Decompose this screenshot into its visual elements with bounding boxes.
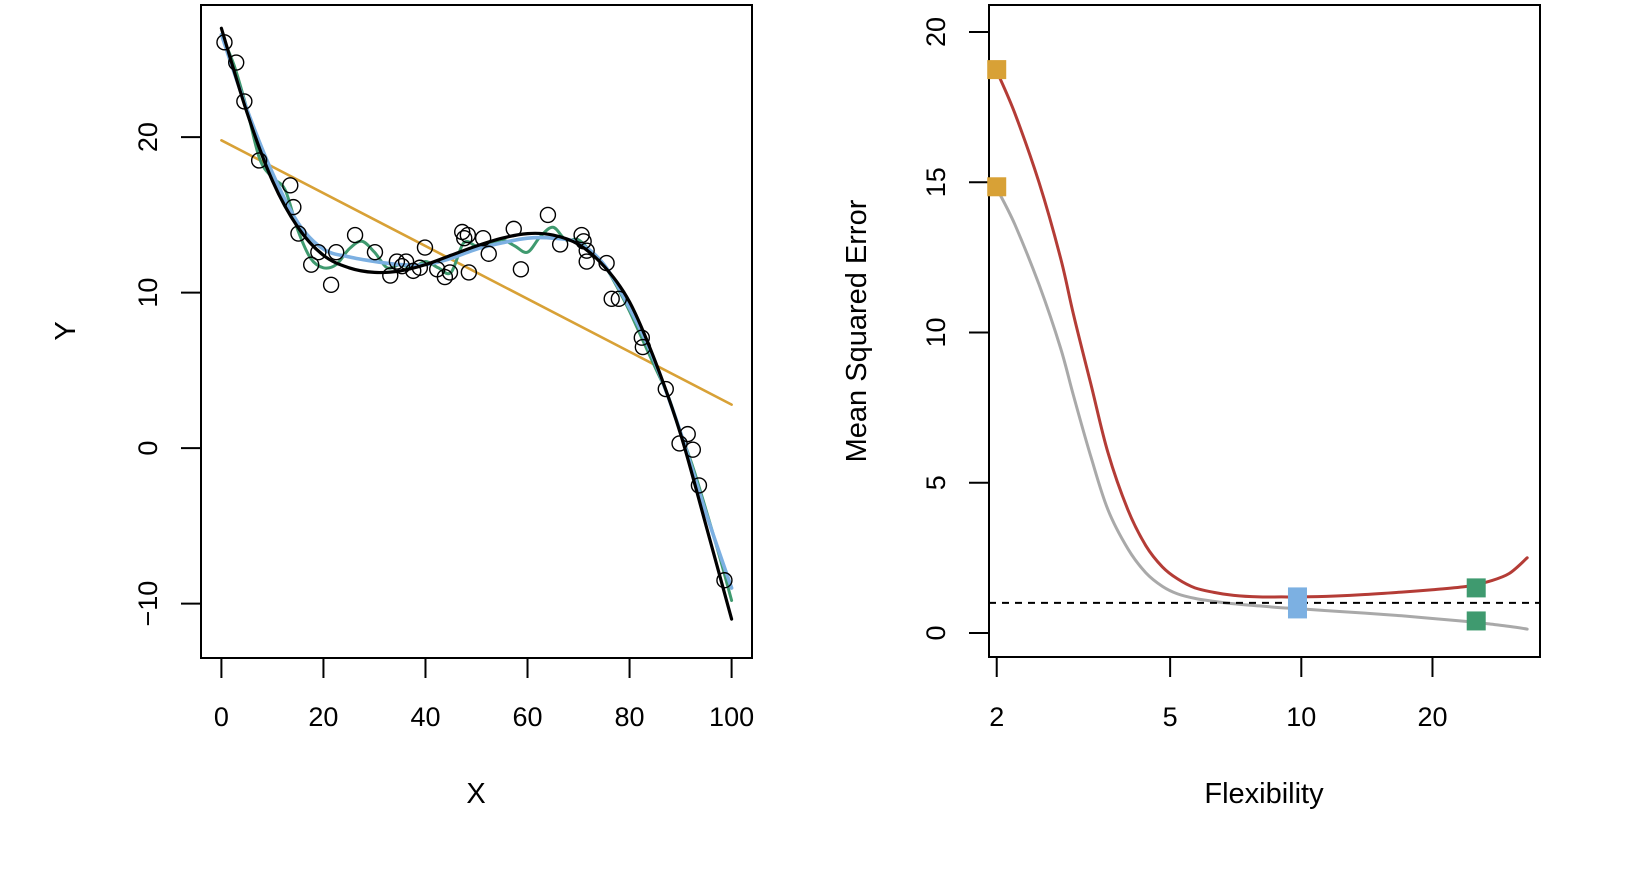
scatter-point xyxy=(327,244,345,261)
x-tick-label: 10 xyxy=(1286,702,1316,732)
scatter-point xyxy=(575,233,592,250)
x-tick-label: 5 xyxy=(1163,702,1178,732)
scatter-point xyxy=(551,236,569,253)
scatter-point xyxy=(416,239,434,256)
scatter-point xyxy=(366,244,384,261)
scatter-point xyxy=(388,253,406,270)
scatter-point xyxy=(346,226,364,244)
scatter-point xyxy=(436,268,454,286)
scatter-point xyxy=(610,290,628,308)
scatter-point xyxy=(228,54,245,71)
right-y-axis-label: Mean Squared Error xyxy=(841,199,873,462)
left-plot-frame xyxy=(200,4,753,659)
scatter-point xyxy=(303,256,320,273)
scatter-point xyxy=(382,267,399,284)
scatter-point xyxy=(679,425,696,443)
scatter-point xyxy=(578,242,595,259)
x-tick-label: 100 xyxy=(709,702,754,732)
scatter-point xyxy=(441,264,459,281)
scatter-point xyxy=(573,226,590,244)
scatter-point xyxy=(411,259,429,276)
y-tick-label: 0 xyxy=(133,441,163,456)
scatter-point xyxy=(310,244,327,261)
scatter-point xyxy=(236,93,253,110)
scatter-point xyxy=(456,230,473,247)
series-training-mse xyxy=(995,186,1529,631)
scatter-point xyxy=(216,34,233,51)
x-tick-label: 20 xyxy=(308,702,338,732)
scatter-point xyxy=(603,290,620,308)
scatter-point xyxy=(505,220,522,238)
right-panel: 2 5 10 20 0 5 10 15 20 Flexibility Mean Squared… xyxy=(841,4,1541,810)
right-markers-group xyxy=(987,60,1486,631)
right-y-axis: 0 5 10 15 20 xyxy=(921,17,989,640)
scatter-point xyxy=(460,264,478,281)
right-x-axis: 2 5 10 20 xyxy=(989,657,1448,732)
scatter-point xyxy=(684,441,702,458)
scatter-point xyxy=(634,338,652,356)
series-test-mse xyxy=(995,69,1529,599)
y-tick-label: 15 xyxy=(921,167,951,197)
x-tick-label: 60 xyxy=(512,702,542,732)
y-tick-label: −10 xyxy=(133,581,163,627)
left-series-group xyxy=(219,26,734,621)
marker-moderate-spline xyxy=(1287,587,1307,619)
scatter-point xyxy=(393,258,411,275)
y-tick-label: 20 xyxy=(921,17,951,47)
x-tick-label: 80 xyxy=(615,702,645,732)
left-x-axis-label: X xyxy=(466,778,485,810)
scatter-point xyxy=(322,276,340,294)
series-true-function xyxy=(219,26,734,621)
left-panel: 0 20 40 60 80 100 −10 0 10 20 X Y xyxy=(50,4,754,810)
scatter-point xyxy=(480,245,497,262)
scatter-point xyxy=(578,253,595,270)
marker-flexible-train xyxy=(1466,611,1486,631)
marker-linear-test xyxy=(987,60,1007,80)
y-tick-label: 10 xyxy=(133,278,163,308)
scatter-point xyxy=(716,572,733,589)
scatter-point xyxy=(250,152,268,169)
right-x-axis-label: Flexibility xyxy=(1204,778,1324,810)
scatter-point xyxy=(690,477,708,494)
scatter-point xyxy=(598,254,615,272)
y-tick-label: 20 xyxy=(133,122,163,152)
series-smoothing-spline-flexible xyxy=(219,33,734,602)
x-tick-label: 2 xyxy=(989,702,1004,732)
series-smoothing-spline-moderate xyxy=(219,32,734,590)
scatter-point xyxy=(285,198,302,216)
marker-flexible-test xyxy=(1466,578,1486,598)
scatter-point xyxy=(657,380,674,398)
left-y-axis: −10 0 10 20 xyxy=(133,122,201,626)
scatter-point xyxy=(459,226,477,244)
y-tick-label: 10 xyxy=(921,317,951,347)
x-tick-label: 0 xyxy=(214,702,229,732)
scatter-point xyxy=(474,230,492,247)
scatter-point xyxy=(671,435,688,452)
right-series-group xyxy=(990,69,1539,631)
y-tick-label: 5 xyxy=(921,475,951,490)
x-tick-label: 20 xyxy=(1417,702,1447,732)
y-tick-label: 0 xyxy=(921,625,951,640)
scatter-point xyxy=(539,206,557,224)
marker-linear-train xyxy=(987,177,1007,197)
left-x-axis: 0 20 40 60 80 100 xyxy=(214,658,754,732)
right-plot-frame xyxy=(988,4,1541,658)
scatter-point xyxy=(633,329,650,346)
left-scatter-points xyxy=(216,34,733,589)
scatter-point xyxy=(290,225,307,242)
scatter-point xyxy=(282,177,299,194)
left-y-axis-label: Y xyxy=(50,321,82,340)
x-tick-label: 40 xyxy=(410,702,440,732)
scatter-point xyxy=(512,261,530,278)
